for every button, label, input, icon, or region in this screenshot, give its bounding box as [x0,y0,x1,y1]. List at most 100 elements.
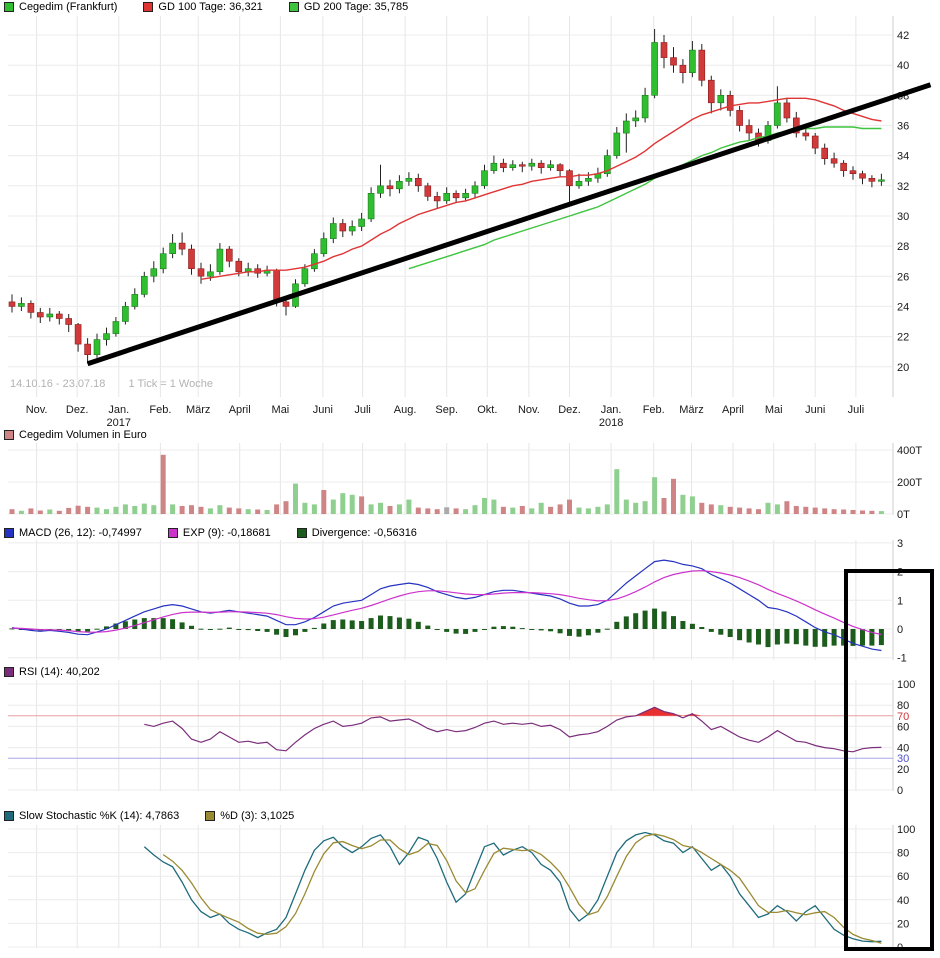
svg-text:März: März [186,404,210,416]
svg-text:Jan.: Jan. [601,404,622,416]
gd200-label: GD 200 Tage: 35,785 [303,1,409,13]
svg-text:Sep.: Sep. [435,404,458,416]
svg-text:0: 0 [897,624,903,636]
svg-text:400T: 400T [897,445,922,457]
svg-text:42: 42 [897,30,909,42]
rsi [144,706,882,753]
axis-labels: 424038363432302826242220400T200T0T3210-1… [897,30,922,954]
legend-item-gd100: GD 100 Tage: 36,321 [143,1,263,13]
svg-text:Jan.: Jan. [108,404,129,416]
macd-histogram [9,608,884,648]
svg-text:40: 40 [897,60,909,72]
legend-item-divergence: Divergence: -0,56316 [296,527,417,539]
svg-text:Juni: Juni [805,404,825,416]
svg-text:26: 26 [897,271,909,283]
gd100-label: GD 100 Tage: 36,321 [158,1,263,13]
rsi-label: RSI (14): 40,202 [19,666,100,678]
rsi-swatch [4,667,14,677]
trendline [86,82,932,367]
svg-text:60: 60 [897,721,909,733]
svg-text:2018: 2018 [599,417,623,429]
volume-bars [9,454,884,514]
gd200-swatch [288,2,299,12]
volume-swatch [4,430,14,440]
x-axis-labels: Nov. Dez. Jan. Feb. März April Mai Juni Juli Aug.… [26,404,864,429]
main-chart-legend: Cegedim (Frankfurt) GD 100 Tage: 36,321 … [4,1,434,13]
stoch-d-swatch [205,811,216,821]
tick-note-label: 1 Tick = 1 Woche [128,378,213,390]
svg-text:30: 30 [897,211,909,223]
svg-text:0T: 0T [897,509,910,521]
svg-text:Feb.: Feb. [149,404,171,416]
macd-label: MACD (26, 12): -0,74997 [19,527,142,539]
date-range-label: 14.10.16 - 23.07.18 [10,378,106,390]
divergence-swatch [296,528,307,538]
svg-text:80: 80 [897,848,909,860]
grid [8,16,894,948]
legend-item-macd: MACD (26, 12): -0,74997 [4,527,142,539]
svg-text:Dez.: Dez. [66,404,89,416]
svg-text:1: 1 [897,595,903,607]
svg-text:22: 22 [897,332,909,344]
svg-text:-1: -1 [897,653,907,665]
svg-text:Nov.: Nov. [26,404,48,416]
svg-text:40: 40 [897,895,909,907]
candles [8,29,885,364]
svg-text:Mai: Mai [272,404,290,416]
legend-item-gd200: GD 200 Tage: 35,785 [288,1,409,13]
svg-text:100: 100 [897,679,915,691]
macd-lines [11,559,882,652]
stoch-d-label: %D (3): 3,1025 [220,810,295,822]
legend-item-stoch-d: %D (3): 3,1025 [205,810,294,822]
divergence-label: Divergence: -0,56316 [311,527,417,539]
svg-text:20: 20 [897,362,909,374]
svg-text:32: 32 [897,181,909,193]
svg-text:Nov.: Nov. [518,404,540,416]
svg-text:34: 34 [897,151,909,163]
svg-text:24: 24 [897,301,909,313]
date-range-note: 14.10.16 - 23.07.18 1 Tick = 1 Woche [10,378,213,390]
svg-text:40: 40 [897,743,909,755]
legend-item-price: Cegedim (Frankfurt) [4,1,117,13]
rsi-legend: RSI (14): 40,202 [4,666,126,678]
svg-text:Dez.: Dez. [558,404,581,416]
price-series-swatch [4,2,14,12]
svg-text:Mai: Mai [765,404,783,416]
stoch-k-label: Slow Stochastic %K (14): 4,7863 [19,810,180,822]
volume-legend: Cegedim Volumen in Euro [4,429,173,441]
svg-text:200T: 200T [897,477,922,489]
svg-text:Aug.: Aug. [394,404,417,416]
svg-text:28: 28 [897,241,909,253]
svg-text:März: März [679,404,703,416]
legend-item-volume: Cegedim Volumen in Euro [4,429,147,441]
legend-item-rsi: RSI (14): 40,202 [4,666,100,678]
svg-text:0: 0 [897,785,903,797]
selection-highlight [844,569,934,951]
macd-swatch [4,528,14,538]
exp-swatch [167,528,178,538]
svg-text:Juli: Juli [848,404,865,416]
svg-text:Okt.: Okt. [477,404,497,416]
svg-text:70: 70 [897,711,909,723]
volume-label: Cegedim Volumen in Euro [19,429,147,441]
svg-text:100: 100 [897,824,915,836]
svg-text:April: April [229,404,251,416]
svg-text:80: 80 [897,700,909,712]
svg-text:2017: 2017 [107,417,131,429]
legend-item-exp: EXP (9): -0,18681 [167,527,271,539]
svg-text:Juni: Juni [313,404,333,416]
svg-text:Juli: Juli [354,404,371,416]
svg-text:Feb.: Feb. [643,404,665,416]
svg-text:20: 20 [897,918,909,930]
svg-text:3: 3 [897,538,903,550]
svg-text:30: 30 [897,753,909,765]
svg-text:60: 60 [897,871,909,883]
stochastic [143,831,882,944]
gd100-swatch [143,2,154,12]
svg-text:20: 20 [897,764,909,776]
stoch-k-swatch [4,811,14,821]
stochastic-legend: Slow Stochastic %K (14): 4,7863 %D (3): … [4,810,320,822]
exp-label: EXP (9): -0,18681 [182,527,271,539]
